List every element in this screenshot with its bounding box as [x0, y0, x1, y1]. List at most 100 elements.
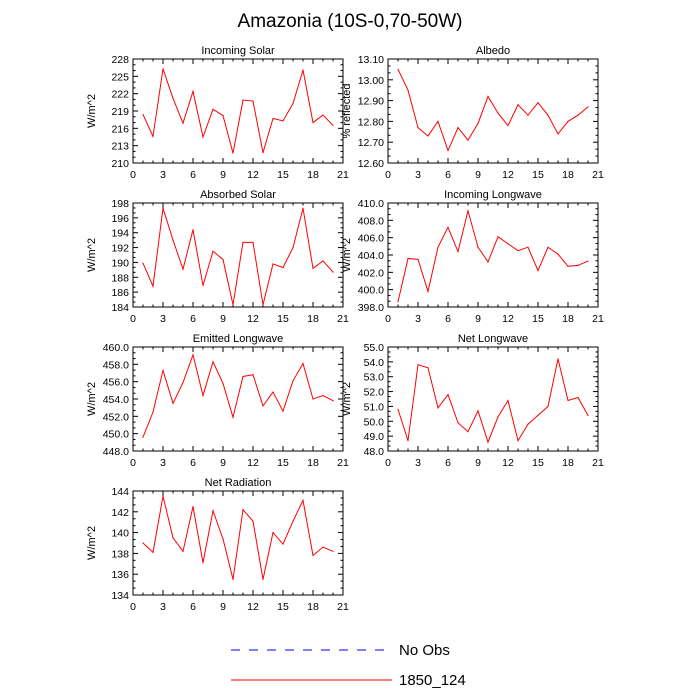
data-point-incoming-solar-14 [282, 120, 284, 122]
x-tick-label-albedo-0: 0 [385, 169, 391, 181]
panel-incoming-solar: Incoming Solar 0 3 6 9 12 15 18 21 210 213 216 219 22… [86, 45, 349, 181]
data-point-net-radiation-6 [202, 562, 204, 564]
data-point-net-radiation-4 [182, 550, 184, 552]
x-tick-label-absorbed-solar-6: 18 [307, 313, 319, 325]
data-point-incoming-longwave-1 [407, 257, 409, 260]
data-point-emitted-longwave-0 [142, 436, 144, 438]
data-point-albedo-4 [437, 120, 439, 122]
y-axis-label-net-radiation: W/m^2 [86, 526, 98, 560]
x-tick-label-incoming-longwave-2: 6 [445, 313, 451, 325]
data-point-incoming-longwave-9 [487, 261, 489, 263]
data-point-incoming-longwave-4 [437, 246, 439, 248]
data-point-net-radiation-14 [282, 543, 284, 545]
data-point-emitted-longwave-15 [292, 380, 294, 382]
data-point-net-radiation-3 [172, 537, 174, 539]
data-point-absorbed-solar-2 [162, 207, 164, 209]
y-tick-label-net-radiation-0: 134 [111, 590, 129, 602]
data-point-absorbed-solar-1 [152, 285, 154, 287]
x-tick-label-albedo-6: 18 [562, 169, 574, 181]
y-tick-label-absorbed-solar-2: 188 [111, 272, 129, 284]
data-point-incoming-longwave-0 [397, 301, 399, 303]
y-tick-label-net-longwave-0: 48.0 [364, 446, 385, 458]
x-tick-label-incoming-solar-5: 15 [277, 169, 289, 181]
y-tick-label-incoming-solar-1: 213 [111, 141, 129, 153]
y-tick-label-absorbed-solar-3: 190 [111, 257, 129, 269]
data-point-albedo-8 [477, 122, 479, 125]
y-tick-label-incoming-longwave-2: 402.0 [358, 267, 384, 279]
y-tick-label-absorbed-solar-6: 196 [111, 213, 129, 225]
data-point-incoming-solar-12 [262, 152, 264, 154]
data-point-incoming-solar-15 [292, 102, 294, 105]
y-tick-label-absorbed-solar-0: 184 [111, 302, 129, 314]
data-point-absorbed-solar-7 [212, 250, 214, 252]
data-point-absorbed-solar-18 [322, 260, 324, 262]
data-point-incoming-solar-13 [272, 117, 274, 120]
data-point-net-longwave-0 [397, 408, 399, 410]
data-point-net-longwave-2 [417, 364, 419, 366]
x-tick-label-incoming-solar-7: 21 [337, 169, 349, 181]
y-tick-label-net-radiation-1: 136 [111, 569, 129, 581]
data-point-emitted-longwave-6 [202, 394, 204, 397]
x-tick-label-incoming-solar-0: 0 [130, 169, 136, 181]
data-point-albedo-17 [567, 120, 569, 122]
y-tick-label-albedo-4: 13.00 [358, 75, 384, 87]
y-axis-label-emitted-longwave: W/m^2 [86, 382, 98, 416]
panel-title-incoming-longwave: Incoming Longwave [444, 189, 542, 201]
data-point-incoming-longwave-5 [447, 226, 449, 228]
data-point-incoming-solar-11 [252, 100, 254, 102]
data-point-net-radiation-9 [232, 578, 234, 581]
plot-frame-net-radiation [132, 490, 344, 596]
data-point-emitted-longwave-9 [232, 416, 234, 418]
x-tick-label-albedo-2: 6 [445, 169, 451, 181]
y-tick-label-net-longwave-5: 53.0 [364, 372, 385, 384]
x-tick-label-net-radiation-7: 21 [337, 601, 349, 613]
data-point-incoming-longwave-11 [507, 243, 509, 245]
legend: No Obs 1850_124 [231, 642, 466, 689]
y-axis-label-albedo: % reflected [341, 83, 353, 138]
data-point-net-longwave-19 [587, 414, 589, 416]
x-tick-label-absorbed-solar-1: 3 [160, 313, 166, 325]
legend-label-1850-124: 1850_124 [399, 672, 466, 689]
data-point-net-longwave-9 [487, 441, 489, 443]
data-point-incoming-solar-19 [332, 124, 334, 127]
x-tick-label-net-radiation-2: 6 [190, 601, 196, 613]
x-tick-label-incoming-solar-2: 6 [190, 169, 196, 181]
data-point-net-radiation-19 [332, 550, 334, 552]
y-tick-label-incoming-longwave-1: 400.0 [358, 285, 384, 297]
x-tick-label-absorbed-solar-2: 6 [190, 313, 196, 325]
data-point-incoming-solar-10 [242, 99, 244, 101]
series-line-net-radiation [142, 496, 334, 580]
panel-title-incoming-solar: Incoming Solar [201, 45, 275, 57]
data-point-absorbed-solar-9 [232, 304, 234, 306]
data-point-net-longwave-5 [447, 393, 449, 396]
legend-label-no-obs: No Obs [399, 642, 450, 659]
data-point-absorbed-solar-10 [242, 241, 244, 243]
data-point-net-radiation-15 [292, 520, 294, 522]
data-point-albedo-3 [427, 135, 429, 137]
y-tick-label-emitted-longwave-4: 456.0 [103, 377, 129, 389]
figure-title: Amazonia (10S-0,70-50W) [238, 11, 463, 32]
x-tick-label-net-longwave-0: 0 [385, 457, 391, 469]
data-point-net-radiation-7 [212, 510, 214, 512]
data-point-net-longwave-4 [437, 407, 439, 409]
data-point-albedo-0 [397, 68, 399, 70]
data-point-absorbed-solar-19 [332, 271, 334, 273]
x-tick-label-emitted-longwave-4: 12 [247, 457, 259, 469]
data-point-incoming-solar-16 [302, 69, 304, 71]
x-tick-label-net-longwave-7: 21 [592, 457, 604, 469]
y-tick-label-emitted-longwave-1: 450.0 [103, 429, 129, 441]
data-point-emitted-longwave-16 [302, 362, 304, 365]
y-tick-label-net-radiation-3: 140 [111, 528, 129, 540]
y-tick-label-incoming-longwave-5: 408.0 [358, 215, 384, 227]
data-point-net-radiation-11 [252, 520, 254, 522]
data-point-incoming-solar-4 [182, 122, 184, 124]
x-tick-label-incoming-longwave-6: 18 [562, 313, 574, 325]
data-point-albedo-9 [487, 95, 489, 98]
data-point-net-longwave-18 [577, 396, 579, 399]
y-tick-label-absorbed-solar-4: 192 [111, 243, 129, 255]
data-point-net-radiation-8 [222, 538, 224, 540]
x-tick-label-absorbed-solar-4: 12 [247, 313, 259, 325]
data-point-net-longwave-15 [547, 405, 549, 408]
x-tick-label-net-radiation-6: 18 [307, 601, 319, 613]
